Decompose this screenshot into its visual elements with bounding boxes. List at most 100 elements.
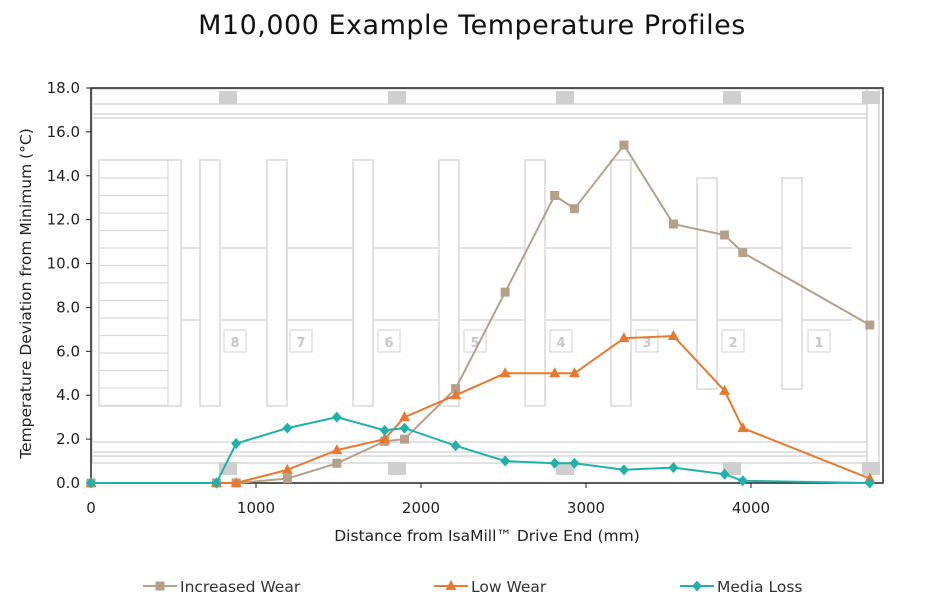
data-point-media-loss — [379, 424, 390, 436]
schematic-disc-label: 5 — [470, 336, 479, 351]
schematic-flange-top — [556, 91, 574, 104]
y-tick-label: 8.0 — [56, 298, 80, 316]
legend-marker — [692, 580, 702, 592]
data-point-media-loss — [450, 440, 461, 452]
y-axis-title: Temperature Deviation from Minimum (°C) — [17, 128, 35, 460]
schematic-flange-top — [219, 91, 237, 104]
data-point-increased-wear — [720, 230, 730, 240]
schematic-disc — [781, 177, 803, 390]
y-tick-label: 14.0 — [47, 167, 80, 185]
schematic-flange-bottom — [556, 462, 574, 475]
schematic-flange-bottom — [862, 462, 880, 475]
data-point-low-wear — [230, 477, 242, 487]
y-tick-label: 18.0 — [47, 79, 80, 97]
schematic-disc — [438, 159, 460, 407]
chart-title: M10,000 Example Temperature Profiles — [198, 10, 746, 41]
schematic-flange-bottom — [388, 462, 406, 475]
data-point-increased-wear — [668, 219, 678, 229]
y-tick-label: 12.0 — [47, 211, 80, 229]
data-point-low-wear — [618, 332, 630, 343]
data-point-low-wear — [331, 444, 343, 455]
legend-label: Media Loss — [717, 578, 802, 596]
schematic-flange-bottom — [219, 462, 237, 475]
mill-schematic-background: 8 7 6 5 4 3 2 1 — [91, 88, 880, 475]
x-tick-label: 4000 — [732, 499, 770, 517]
schematic-disc-label: 1 — [814, 336, 823, 351]
data-point-low-wear — [399, 411, 410, 422]
x-axis-title: Distance from IsaMill™ Drive End (mm) — [334, 527, 640, 545]
data-point-increased-wear — [569, 204, 579, 214]
y-tick-label: 16.0 — [47, 123, 80, 141]
data-point-media-loss — [864, 477, 875, 489]
data-point-low-wear — [737, 422, 749, 433]
series-line-low-wear — [91, 334, 871, 484]
schematic-flange-bottom — [723, 462, 741, 475]
data-point-media-loss — [331, 411, 342, 423]
schematic-disc-label: 6 — [384, 336, 393, 351]
schematic-disc-label-box — [721, 329, 745, 353]
data-point-low-wear — [499, 367, 511, 378]
schematic-disc-label-box — [635, 329, 659, 353]
y-tick-label: 2.0 — [56, 430, 80, 448]
data-point-increased-wear — [865, 320, 875, 330]
schematic-disc — [696, 177, 718, 390]
legend-label: Increased Wear — [180, 578, 301, 596]
legend: Increased Wear Low Wear Media Loss — [143, 578, 802, 596]
data-point-increased-wear — [332, 458, 342, 468]
legend-item-increased-wear: Increased Wear — [143, 578, 301, 596]
schematic-disc-label: 3 — [642, 336, 651, 351]
legend-marker — [445, 580, 457, 590]
data-point-media-loss — [549, 457, 560, 469]
data-point-media-loss — [399, 422, 410, 434]
schematic-end-cap — [866, 88, 880, 464]
data-point-low-wear — [281, 463, 293, 474]
axes: 0.0 2.0 4.0 6.0 8.0 10.0 12.0 14.0 16.0 18.0 0 1000… — [47, 79, 884, 517]
data-point-low-wear — [568, 367, 580, 378]
schematic-disc — [524, 159, 546, 407]
y-tick-label: 0.0 — [56, 474, 80, 492]
data-point-media-loss — [282, 422, 293, 434]
legend-label: Low Wear — [471, 578, 547, 596]
data-point-media-loss — [569, 457, 580, 469]
data-point-increased-wear — [282, 474, 292, 484]
data-point-increased-wear — [400, 434, 409, 444]
schematic-disc — [199, 159, 221, 407]
data-point-media-loss — [737, 475, 748, 487]
schematic-disc — [352, 159, 374, 407]
series-line-media-loss — [91, 416, 870, 484]
y-tick-label: 10.0 — [47, 255, 80, 273]
x-tick-label: 2000 — [402, 499, 440, 517]
data-point-media-loss — [719, 468, 730, 480]
data-point-media-loss — [668, 462, 679, 474]
schematic-disc-label: 2 — [728, 336, 737, 351]
y-tick-label: 4.0 — [56, 386, 80, 404]
legend-item-low-wear: Low Wear — [434, 578, 547, 596]
series-layer — [85, 140, 876, 489]
series-media-loss — [86, 411, 875, 489]
schematic-flange-top — [723, 91, 741, 104]
data-point-increased-wear — [550, 191, 560, 201]
data-point-increased-wear — [619, 140, 629, 150]
x-tick-label: 0 — [86, 499, 96, 517]
legend-item-media-loss: Media Loss — [680, 578, 802, 596]
data-point-media-loss — [231, 438, 242, 449]
schematic-flange-top — [388, 91, 406, 104]
y-tick-label: 6.0 — [56, 342, 80, 360]
data-point-low-wear — [379, 433, 391, 444]
data-point-low-wear — [719, 384, 731, 395]
data-point-low-wear — [667, 329, 679, 340]
schematic-disc-label-box — [223, 329, 247, 353]
data-point-media-loss — [86, 477, 96, 489]
data-point-low-wear — [450, 389, 462, 400]
schematic-disc — [610, 159, 632, 407]
legend-marker — [155, 581, 165, 591]
data-point-low-wear — [549, 367, 561, 378]
series-line-increased-wear — [91, 143, 871, 484]
x-tick-label: 1000 — [237, 499, 275, 517]
data-point-media-loss — [500, 455, 511, 467]
schematic-disc-label-box — [289, 329, 313, 353]
schematic-disc-label-box — [549, 329, 573, 353]
x-tick-label: 3000 — [567, 499, 605, 517]
schematic-disc-label: 8 — [230, 336, 239, 351]
